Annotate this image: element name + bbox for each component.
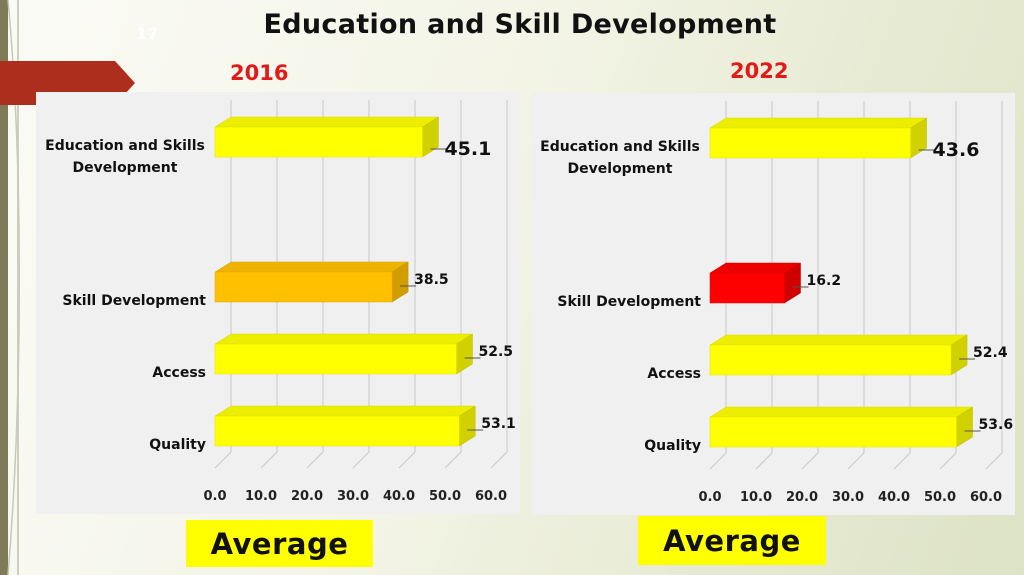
left-decor-line — [17, 0, 19, 575]
gridline-floor — [214, 451, 232, 469]
x-tick-label: 10.0 — [245, 489, 277, 504]
category-label-skill-development-2022: Skill Development — [557, 294, 701, 310]
bar-top-quality-2022 — [709, 406, 974, 418]
x-tick-label: 30.0 — [832, 490, 864, 505]
gridline-floor — [939, 452, 957, 470]
data-label-education-and-skills-development-2022: 43.6 — [933, 139, 980, 161]
left-decor-strip — [0, 0, 8, 575]
bar-skill-development-2016 — [214, 271, 393, 303]
category-label-quality-2022: Quality — [644, 438, 701, 454]
page-title: Education and Skill Development — [263, 9, 777, 40]
chart-title-2016: 2016 — [230, 61, 289, 85]
bar-chart-2016: 0.0 10.0 20.0 30.0 40.0 50.0 60.0 45.1 Education… — [45, 100, 516, 504]
x-tick-label: 0.0 — [698, 490, 721, 505]
gridline-floor — [985, 452, 1003, 470]
gridline-floor — [893, 452, 911, 470]
bar-quality-2016 — [214, 415, 460, 447]
bar-top-quality-2016 — [214, 405, 477, 417]
gridline-floor — [490, 451, 508, 469]
gridline-floor — [709, 452, 727, 470]
data-label-quality-2016: 53.1 — [481, 416, 516, 432]
bar-access-2022 — [709, 344, 952, 376]
bar-quality-2022 — [709, 416, 957, 448]
average-label-2022: Average — [638, 516, 826, 565]
data-label-access-2022: 52.4 — [973, 345, 1008, 361]
gridline-floor — [444, 451, 462, 469]
data-label-skill-development-2022: 16.2 — [807, 273, 842, 289]
data-label-skill-development-2016: 38.5 — [414, 272, 449, 288]
bar-education-and-skills-development-2016 — [214, 126, 423, 158]
slide-number: 17 — [136, 24, 159, 43]
gridline-floor — [398, 451, 416, 469]
bar-education-and-skills-development-2022 — [709, 127, 911, 159]
bar-access-2016 — [214, 343, 457, 375]
x-tick-label: 60.0 — [475, 489, 507, 504]
bar-skill-development-2022 — [709, 272, 785, 304]
x-tick-label: 20.0 — [291, 489, 323, 504]
x-tick-label: 60.0 — [970, 490, 1002, 505]
category-label-quality-2016: Quality — [149, 437, 206, 453]
x-tick-label: 50.0 — [429, 489, 461, 504]
gridline-floor — [801, 452, 819, 470]
x-tick-label: 40.0 — [383, 489, 415, 504]
bar-top-access-2022 — [709, 334, 968, 346]
chart-panel-2016: 0.0 10.0 20.0 30.0 40.0 50.0 60.0 45.1 Education… — [36, 92, 520, 514]
bar-chart-2022: 0.0 10.0 20.0 30.0 40.0 50.0 60.0 43.6 Education… — [540, 101, 1014, 505]
category-label-access-2016: Access — [152, 365, 206, 381]
data-label-access-2016: 52.5 — [479, 344, 514, 360]
gridline-floor — [260, 451, 278, 469]
category-label-education-and-skills-development-2016: Development — [73, 160, 178, 176]
chart-title-2022: 2022 — [730, 59, 789, 83]
bar-top-education-and-skills-development-2016 — [214, 116, 440, 128]
gridline-floor — [306, 451, 324, 469]
gridline-floor — [352, 451, 370, 469]
x-tick-label: 20.0 — [786, 490, 818, 505]
category-label-skill-development-2016: Skill Development — [62, 293, 206, 309]
x-tick-label: 30.0 — [337, 489, 369, 504]
average-label-2016: Average — [186, 520, 373, 567]
chart-panel-2022: 0.0 10.0 20.0 30.0 40.0 50.0 60.0 43.6 Education… — [531, 93, 1015, 515]
x-tick-label: 10.0 — [740, 490, 772, 505]
category-label-education-and-skills-development-2022: Education and Skills — [540, 139, 700, 155]
bar-top-education-and-skills-development-2022 — [709, 117, 928, 129]
bar-top-skill-development-2016 — [214, 261, 409, 273]
bar-top-access-2016 — [214, 333, 474, 345]
category-label-access-2022: Access — [647, 366, 701, 382]
gridline-floor — [755, 452, 773, 470]
category-label-education-and-skills-development-2016: Education and Skills — [45, 138, 205, 154]
gridline-floor — [847, 452, 865, 470]
category-label-education-and-skills-development-2022: Development — [568, 161, 673, 177]
data-label-quality-2022: 53.6 — [979, 417, 1014, 433]
x-tick-label: 50.0 — [924, 490, 956, 505]
x-tick-label: 0.0 — [203, 489, 226, 504]
data-label-education-and-skills-development-2016: 45.1 — [444, 138, 491, 160]
x-tick-label: 40.0 — [878, 490, 910, 505]
